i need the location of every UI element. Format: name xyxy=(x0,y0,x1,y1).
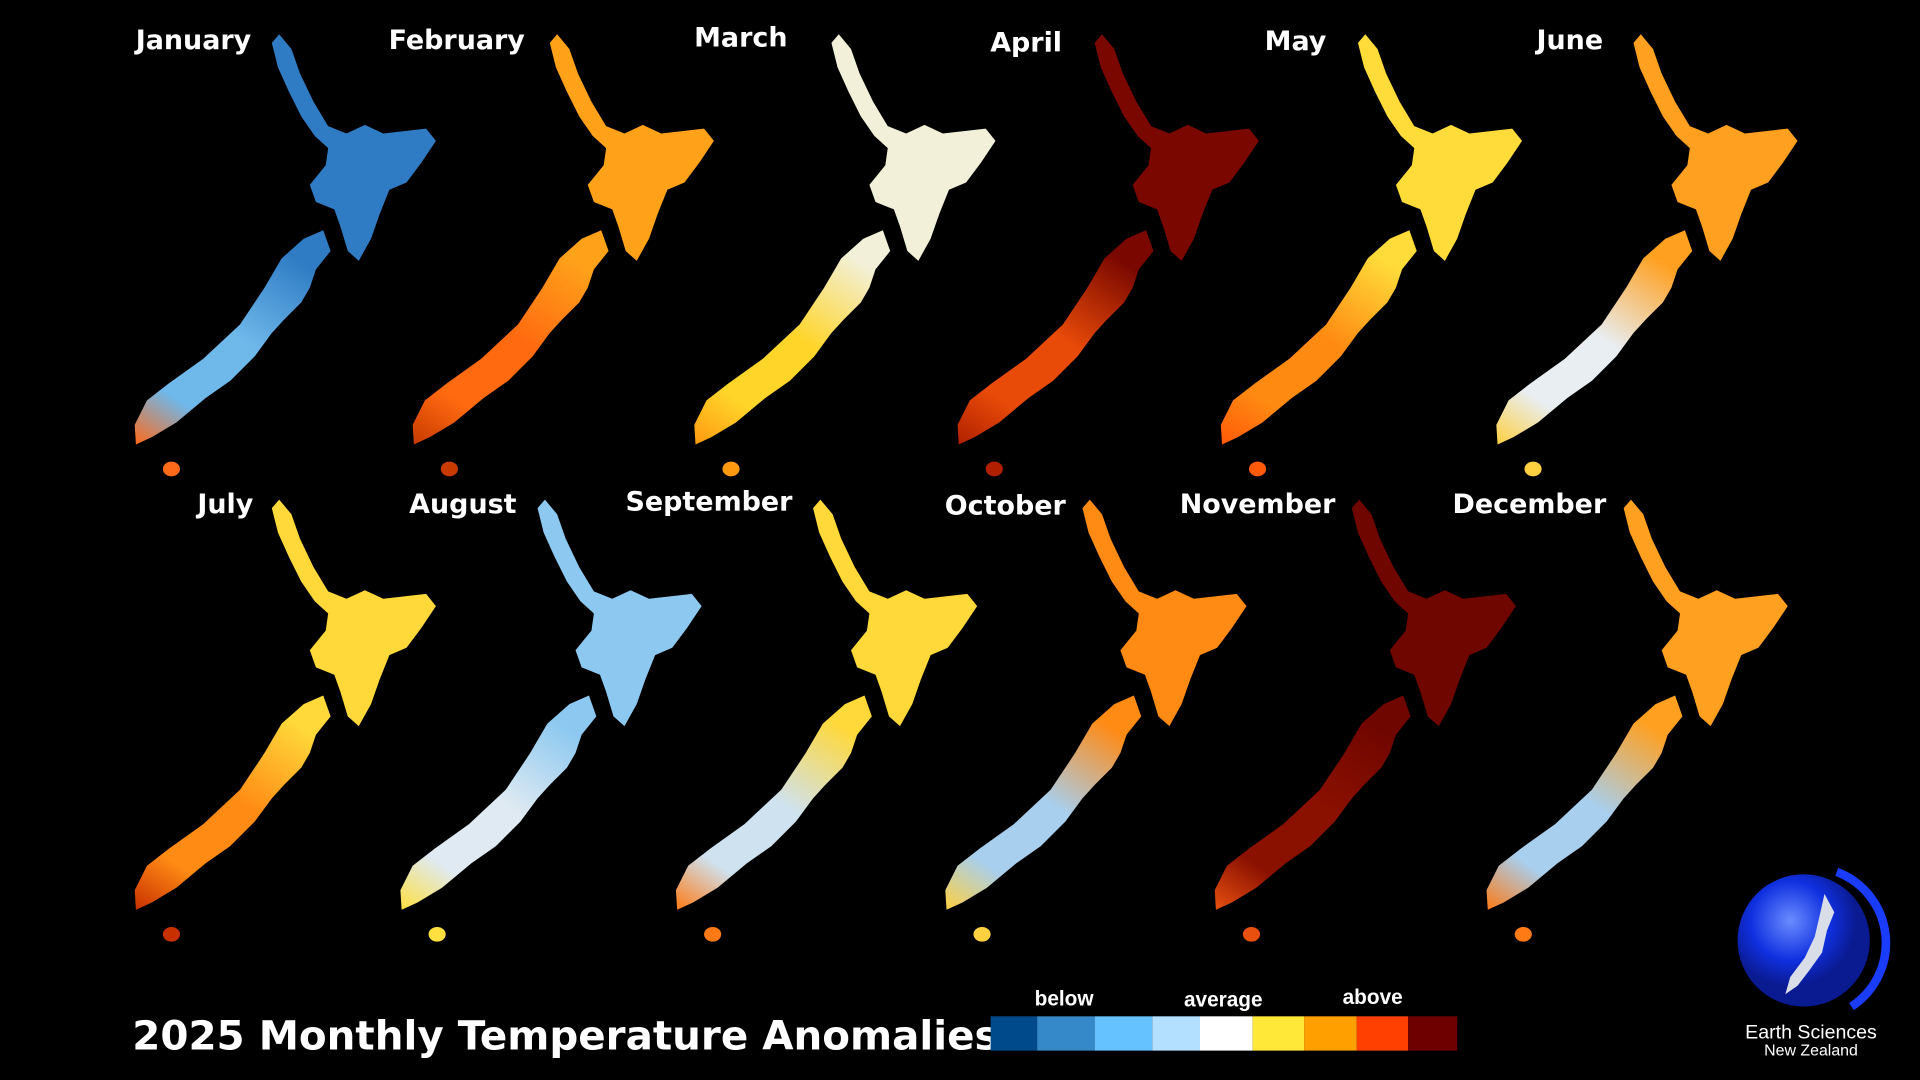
legend-swatch xyxy=(1356,1016,1409,1051)
north-island xyxy=(1094,34,1259,261)
south-island xyxy=(1496,230,1693,445)
logo-nz-silhouette-icon xyxy=(1785,893,1835,995)
south-island xyxy=(134,695,331,910)
logo-line1: Earth Sciences xyxy=(1745,1021,1877,1043)
legend-label-above: above xyxy=(1343,986,1403,1009)
stewart-island xyxy=(973,926,991,942)
north-island xyxy=(831,34,996,261)
south-island xyxy=(1220,230,1417,445)
north-island xyxy=(1623,499,1788,727)
nz-map-january xyxy=(134,34,436,477)
month-labels: January February March April May June Ju… xyxy=(134,23,1607,522)
month-label-march: March xyxy=(694,23,787,54)
legend-swatch xyxy=(1037,1016,1095,1051)
legend: below average above xyxy=(990,986,1458,1051)
legend-swatch xyxy=(990,1016,1038,1051)
logo-arc xyxy=(1835,867,1891,1011)
stewart-island xyxy=(985,461,1003,477)
month-label-december: December xyxy=(1453,489,1607,520)
logo-globe-icon xyxy=(1737,874,1870,1007)
month-label-january: January xyxy=(134,25,252,56)
map-grid xyxy=(134,34,1798,942)
month-label-september: September xyxy=(626,487,794,518)
south-island xyxy=(957,230,1154,445)
stewart-island xyxy=(162,926,180,942)
stewart-island xyxy=(1524,461,1542,477)
nz-map-june xyxy=(1496,34,1798,477)
south-island xyxy=(1214,695,1411,910)
legend-colorbar xyxy=(990,1016,1458,1051)
south-island xyxy=(412,230,609,445)
south-island xyxy=(400,695,597,910)
month-label-august: August xyxy=(409,489,516,520)
legend-swatch xyxy=(1094,1016,1153,1051)
north-island xyxy=(1357,34,1523,261)
stewart-island xyxy=(704,926,722,942)
nz-map-december xyxy=(1486,499,1788,942)
nz-map-september xyxy=(675,499,978,942)
stewart-island xyxy=(440,461,458,477)
south-island xyxy=(945,695,1142,910)
nz-map-may xyxy=(1220,34,1523,477)
north-island xyxy=(537,499,702,727)
north-island xyxy=(1082,499,1247,727)
month-label-february: February xyxy=(389,25,526,56)
month-label-november: November xyxy=(1180,489,1336,520)
south-island xyxy=(134,230,331,445)
south-island xyxy=(675,695,872,910)
month-label-april: April xyxy=(990,27,1062,58)
legend-label-average: average xyxy=(1184,989,1263,1012)
nz-map-october xyxy=(945,499,1247,942)
legend-swatch xyxy=(1152,1016,1200,1051)
nz-map-november xyxy=(1214,499,1516,942)
legend-swatch xyxy=(1252,1016,1305,1051)
stewart-island xyxy=(1514,926,1532,942)
figure-title: 2025 Monthly Temperature Anomalies xyxy=(132,1011,998,1059)
south-island xyxy=(1486,695,1683,910)
stewart-island xyxy=(722,461,740,477)
month-label-may: May xyxy=(1265,26,1327,57)
legend-swatch xyxy=(1200,1016,1253,1051)
north-island xyxy=(271,499,436,727)
stewart-island xyxy=(1242,926,1260,942)
logo-line2: New Zealand xyxy=(1764,1043,1858,1060)
nz-map-march xyxy=(694,34,996,477)
legend-swatch xyxy=(1408,1016,1458,1051)
month-label-june: June xyxy=(1534,25,1603,56)
legend-swatch xyxy=(1304,1016,1357,1051)
stewart-island xyxy=(1248,461,1267,477)
stewart-island xyxy=(428,926,446,942)
stewart-island xyxy=(162,461,180,477)
nz-map-april xyxy=(957,34,1259,477)
north-island xyxy=(549,34,714,261)
month-label-july: July xyxy=(195,489,253,520)
north-island xyxy=(1351,499,1516,727)
north-island xyxy=(813,499,978,727)
legend-label-below: below xyxy=(1035,987,1095,1010)
earth-sciences-nz-logo: Earth Sciences New Zealand xyxy=(1737,867,1891,1060)
nz-map-august xyxy=(400,499,702,942)
month-label-october: October xyxy=(945,490,1067,521)
nz-map-february xyxy=(412,34,714,477)
north-island xyxy=(271,34,436,261)
north-island xyxy=(1633,34,1798,261)
south-island xyxy=(694,230,891,445)
nz-map-july xyxy=(134,499,436,942)
